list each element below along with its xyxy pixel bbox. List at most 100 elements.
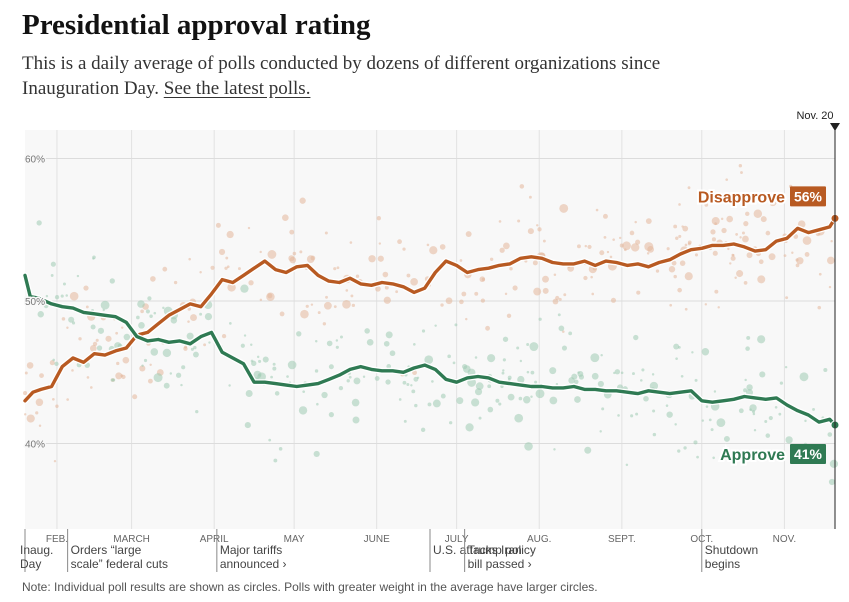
poll-dot bbox=[584, 446, 592, 454]
poll-dot bbox=[310, 255, 316, 261]
poll-dot bbox=[282, 214, 289, 222]
poll-dot bbox=[708, 418, 712, 422]
poll-dot bbox=[743, 221, 749, 227]
poll-dot bbox=[746, 384, 753, 391]
poll-dot bbox=[432, 399, 441, 408]
poll-dot bbox=[352, 416, 360, 424]
poll-dot bbox=[55, 404, 59, 408]
poll-dot bbox=[542, 287, 549, 294]
poll-dot bbox=[445, 297, 453, 305]
month-tick-label: JULY bbox=[445, 534, 469, 545]
poll-dot bbox=[68, 316, 75, 323]
poll-dot bbox=[351, 303, 356, 308]
poll-dot bbox=[163, 382, 170, 389]
poll-dot bbox=[267, 250, 277, 259]
poll-dot bbox=[136, 315, 140, 320]
poll-dot bbox=[603, 235, 607, 239]
poll-dot bbox=[122, 356, 130, 364]
poll-dot bbox=[385, 379, 391, 385]
poll-dot bbox=[105, 335, 112, 342]
poll-dot bbox=[795, 263, 800, 268]
month-tick-label: APRIL bbox=[200, 534, 229, 545]
poll-dot bbox=[459, 259, 463, 262]
poll-dot bbox=[299, 250, 303, 254]
poll-dot bbox=[141, 364, 144, 367]
poll-dot bbox=[558, 297, 562, 301]
poll-dot bbox=[764, 419, 768, 423]
poll-dot bbox=[69, 291, 79, 301]
poll-dot bbox=[188, 257, 191, 261]
poll-dot bbox=[752, 412, 756, 416]
poll-dot bbox=[199, 312, 203, 316]
poll-dot bbox=[694, 253, 699, 257]
poll-dot bbox=[712, 250, 718, 256]
poll-dot bbox=[426, 243, 430, 247]
poll-dot bbox=[65, 294, 68, 297]
poll-dot bbox=[555, 383, 559, 386]
poll-dot bbox=[528, 195, 532, 199]
poll-dot bbox=[783, 254, 787, 257]
poll-dot bbox=[299, 197, 306, 204]
poll-dot bbox=[471, 398, 480, 407]
poll-dot bbox=[669, 303, 673, 307]
poll-dot bbox=[225, 256, 229, 260]
poll-dot bbox=[518, 396, 523, 401]
poll-dot bbox=[523, 396, 531, 404]
poll-dot bbox=[636, 290, 641, 295]
poll-dot bbox=[434, 324, 437, 327]
poll-dot bbox=[221, 334, 227, 339]
poll-dot bbox=[149, 314, 153, 319]
poll-dot bbox=[440, 303, 444, 307]
poll-dot bbox=[595, 208, 599, 212]
month-tick-label: AUG. bbox=[527, 534, 551, 545]
poll-dot bbox=[427, 402, 432, 407]
poll-dot bbox=[823, 367, 828, 373]
poll-dot bbox=[696, 455, 699, 459]
poll-dot bbox=[738, 164, 743, 168]
poll-dot bbox=[713, 390, 717, 393]
poll-dot bbox=[475, 382, 484, 391]
annotation-label: U.S. attacks Iran bbox=[433, 543, 522, 557]
poll-dot bbox=[429, 246, 438, 255]
poll-dot bbox=[710, 428, 714, 432]
poll-dot bbox=[95, 338, 99, 342]
poll-dot bbox=[78, 337, 82, 341]
poll-dot bbox=[827, 432, 833, 437]
poll-dot bbox=[323, 301, 332, 310]
poll-dot bbox=[97, 327, 105, 334]
poll-dot bbox=[89, 345, 97, 352]
poll-dot bbox=[625, 463, 629, 467]
poll-dot bbox=[711, 237, 716, 242]
poll-dot bbox=[326, 340, 333, 347]
poll-dot bbox=[529, 342, 539, 351]
poll-dot bbox=[480, 298, 486, 303]
poll-dot bbox=[557, 313, 561, 317]
poll-dot bbox=[24, 371, 28, 375]
poll-dot bbox=[526, 370, 530, 374]
poll-dot bbox=[643, 395, 649, 402]
poll-dot bbox=[710, 229, 716, 235]
poll-dot bbox=[739, 236, 742, 239]
poll-dot bbox=[38, 424, 42, 427]
poll-dot bbox=[714, 289, 719, 294]
poll-dot bbox=[530, 395, 533, 398]
poll-dot bbox=[345, 289, 349, 292]
poll-dot bbox=[310, 303, 314, 306]
poll-dot bbox=[226, 230, 234, 239]
poll-dot bbox=[287, 360, 297, 370]
poll-dot bbox=[507, 378, 511, 381]
poll-dot bbox=[537, 227, 542, 232]
poll-dot bbox=[652, 432, 657, 437]
poll-dot bbox=[410, 384, 413, 387]
latest-polls-link[interactable]: See the latest polls. bbox=[163, 78, 311, 99]
poll-dot bbox=[542, 275, 549, 283]
poll-dot bbox=[140, 309, 144, 314]
poll-dot bbox=[559, 204, 569, 213]
poll-dot bbox=[553, 273, 557, 276]
poll-dot bbox=[673, 343, 680, 350]
annotation-label: Trump policy bbox=[468, 543, 536, 557]
poll-dot bbox=[784, 365, 788, 369]
poll-dot bbox=[162, 306, 165, 310]
poll-dot bbox=[465, 317, 468, 321]
